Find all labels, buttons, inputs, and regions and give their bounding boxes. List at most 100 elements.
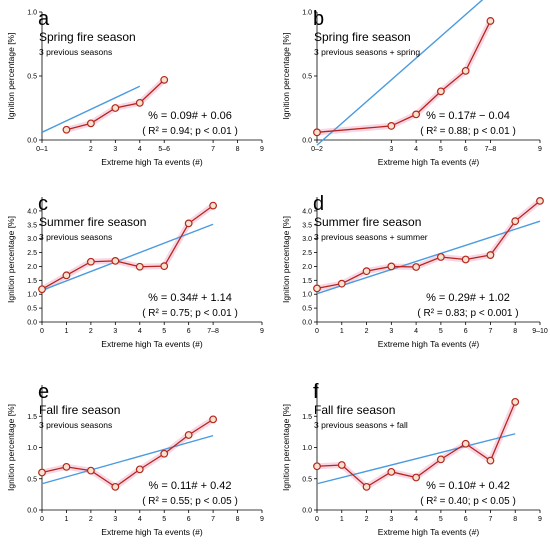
panel-letter: f	[313, 381, 319, 403]
data-line	[41, 205, 214, 290]
x-axis-title: Extreme high Ta events (#)	[101, 157, 203, 167]
x-tick-label: 9–10	[532, 328, 548, 335]
panel-subtitle: 3 previous seasons	[39, 47, 112, 57]
data-point	[38, 468, 46, 477]
x-tick-label: 8	[236, 146, 240, 153]
data-point	[62, 462, 71, 471]
panel-letter: c	[38, 193, 48, 215]
x-tick-label: 2	[365, 328, 369, 335]
x-tick-label: 4	[414, 516, 418, 523]
x-tick-label: 6	[187, 328, 191, 335]
regression-line	[41, 85, 141, 133]
panel-subtitle: 3 previous seasons + fall	[314, 420, 408, 430]
y-axis-title: Ignition percentage [%]	[281, 33, 291, 120]
x-tick-label: 1	[340, 516, 344, 523]
x-tick-label: 3	[113, 328, 117, 335]
y-tick-label: 1.5	[27, 414, 37, 421]
y-tick-label: 2.5	[302, 250, 312, 257]
data-point	[436, 87, 445, 96]
x-tick-label: 4	[414, 146, 418, 153]
y-tick-label: 1.5	[302, 278, 312, 285]
x-tick-label: 5	[439, 146, 443, 153]
panel-title: Spring fire season	[39, 30, 136, 44]
data-point	[111, 482, 120, 491]
x-tick-label: 3	[113, 516, 117, 523]
data-point	[362, 482, 371, 491]
data-point	[38, 285, 46, 294]
data-point	[461, 439, 470, 448]
x-tick-label: 4	[138, 516, 142, 523]
data-point	[461, 255, 470, 264]
data-point	[436, 455, 445, 464]
y-tick-label: 1.0	[27, 445, 37, 452]
x-tick-label: 3	[389, 328, 393, 335]
x-tick-label: 0	[40, 328, 44, 335]
panel-e: 0.0 0.5 1.0 1.5 0 1 2 3 4 5 6 7 8 9 Extreme high Ta ev…	[6, 381, 264, 537]
y-tick-label: 0.5	[302, 476, 312, 483]
y-tick-label: 0.5	[302, 306, 312, 313]
x-tick-label: 1	[64, 516, 68, 523]
x-axis-title: Extreme high Ta events (#)	[101, 339, 203, 349]
x-tick-label: 9	[260, 328, 264, 335]
x-tick-label: 7	[488, 516, 492, 523]
y-tick-label: 4.0	[302, 208, 312, 215]
regression-equation: % = 0.17# − 0.04	[426, 110, 510, 122]
data-point	[62, 271, 71, 280]
data-point	[184, 431, 193, 439]
regression-line	[316, 0, 484, 146]
y-tick-label: 0.0	[27, 138, 37, 145]
x-tick-label: 6	[464, 328, 468, 335]
data-point	[511, 397, 520, 406]
y-tick-label: 1.0	[302, 445, 312, 452]
x-tick-label: 5	[162, 516, 166, 523]
panel-letter: e	[38, 381, 49, 403]
x-tick-label: 4	[414, 328, 418, 335]
x-tick-label: 2	[89, 516, 93, 523]
regression-equation: % = 0.11# + 0.42	[149, 480, 232, 492]
x-tick-label: 0	[315, 516, 319, 523]
data-line	[316, 20, 492, 133]
y-tick-label: 2.0	[27, 264, 37, 271]
x-tick-label: 9	[260, 516, 264, 523]
panel-title: Fall fire season	[39, 403, 120, 417]
x-tick-label: 2	[365, 516, 369, 523]
y-tick-label: 1.0	[302, 292, 312, 299]
y-tick-label: 1.0	[27, 292, 37, 299]
y-tick-label: 1.0	[302, 10, 312, 17]
y-tick-label: 1.5	[27, 278, 37, 285]
data-point	[86, 257, 95, 266]
panel-f: 0.0 0.5 1.0 1.5 0 1 2 3 4 5 6 7 8 9 Extreme high Ta ev…	[281, 381, 542, 537]
y-tick-label: 2.0	[302, 264, 312, 271]
data-point	[111, 256, 120, 265]
r-squared-label: ( R² = 0.55; p < 0.05 )	[142, 496, 238, 507]
data-point	[135, 98, 144, 107]
regression-equation: % = 0.29# + 1.02	[426, 292, 510, 304]
y-tick-label: 3.5	[27, 222, 37, 229]
y-axis-title: Ignition percentage [%]	[6, 404, 16, 491]
data-point	[313, 284, 321, 293]
x-tick-label: 3	[389, 516, 393, 523]
panel-subtitle: 3 previous seasons + summer	[314, 232, 428, 242]
data-point	[86, 466, 95, 475]
data-point	[412, 263, 421, 271]
data-point	[209, 415, 218, 424]
x-tick-label: 5	[439, 328, 443, 335]
data-line	[316, 200, 541, 290]
x-tick-label: 2	[89, 328, 93, 335]
y-axis-title: Ignition percentage [%]	[281, 404, 291, 491]
data-point	[184, 219, 193, 228]
x-tick-label: 8	[513, 328, 517, 335]
r-squared-label: ( R² = 0.75; p < 0.01 )	[142, 308, 238, 319]
x-tick-label: 9	[260, 146, 264, 153]
regression-line	[316, 433, 516, 485]
regression-line	[316, 220, 541, 295]
regression-line	[41, 223, 214, 291]
y-tick-label: 0.0	[27, 508, 37, 515]
data-point	[160, 262, 169, 271]
panel-letter: d	[313, 193, 324, 215]
confidence-band	[314, 197, 543, 292]
r-squared-label: ( R² = 0.94; p < 0.01 )	[142, 126, 238, 137]
panel-subtitle: 3 previous seasons	[39, 232, 112, 242]
x-axis-title: Extreme high Ta events (#)	[378, 157, 480, 167]
regression-equation: % = 0.34# + 1.14	[148, 292, 232, 304]
